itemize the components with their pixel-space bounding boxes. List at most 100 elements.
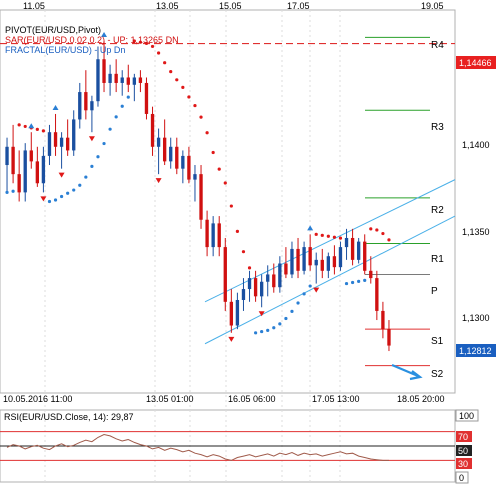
sar-dots: [5, 39, 391, 335]
price-axis-label: 1,1350: [462, 227, 490, 237]
candle-body: [90, 101, 94, 111]
rsi-axis-label: 100: [459, 411, 474, 421]
bottom-date-label: 17.05 13:00: [312, 394, 360, 404]
sar-dot: [17, 123, 21, 127]
candle-body: [320, 259, 324, 271]
sar-dot: [253, 331, 258, 335]
candle-body: [290, 248, 294, 275]
fractal-up-icon: [101, 32, 108, 38]
candle-body: [11, 146, 15, 175]
sar-dot: [357, 279, 361, 284]
sar-dot: [320, 233, 324, 237]
price-axis-label: 1,1300: [462, 313, 490, 323]
sar-dot: [84, 175, 88, 179]
candle-body: [266, 274, 270, 282]
sar-dot: [72, 188, 76, 192]
candle-body: [96, 59, 100, 102]
sar-dot: [126, 95, 130, 99]
sar-dot: [108, 127, 112, 131]
fractal-up-icon: [28, 123, 35, 129]
sar-dot: [290, 309, 294, 313]
sar-dot: [241, 250, 246, 254]
fractal-up-icon: [52, 104, 59, 110]
candle-body: [338, 247, 343, 268]
candle-body: [259, 281, 264, 297]
sar-dot: [205, 131, 209, 135]
candle-body: [211, 223, 215, 248]
candle-body: [169, 146, 173, 162]
pivot-label-r3: R3: [431, 122, 444, 133]
current-price-text: 1,12812: [459, 346, 492, 356]
rsi-axis-label: 70: [458, 432, 468, 442]
sar-dot: [223, 181, 227, 185]
top-date-label: 11.05: [23, 1, 45, 11]
down-arrow-icon: [391, 363, 419, 378]
candle-body: [162, 137, 167, 162]
candle-body: [17, 174, 21, 193]
fractal-down-icon: [313, 287, 320, 293]
fractal-down-icon: [88, 136, 95, 142]
rsi-legend: RSI(EUR/USD.Close, 14): 29,87: [4, 412, 134, 422]
top-date-label: 15.05: [219, 1, 242, 11]
candle-body: [332, 256, 337, 268]
rsi-axis-label: 0: [459, 473, 464, 483]
candle-body: [65, 137, 70, 151]
channel-upper: [204, 179, 456, 303]
rsi-50-tag: [456, 445, 472, 456]
pivot-lines: [365, 36, 430, 367]
fractal-up-icon: [307, 225, 314, 231]
rsi-axis-box: [455, 409, 479, 422]
candle-body: [241, 289, 246, 300]
legend-fractal: FRACTAL(EUR/USD) - Up Dn: [5, 45, 125, 55]
bottom-date-label: 10.05.2016 11:00: [3, 394, 72, 404]
rsi-30-tag: [456, 458, 472, 469]
sar-dot: [193, 103, 197, 108]
candle-body: [23, 150, 27, 193]
candle-body: [132, 77, 137, 85]
candle-body: [175, 146, 179, 169]
sar-dot: [217, 167, 221, 171]
sar-dot: [53, 198, 58, 202]
sar-dot: [35, 127, 39, 132]
candle-body: [278, 263, 282, 288]
fractal-down-icon: [155, 178, 162, 184]
sar-dot: [114, 115, 118, 119]
rsi-line: [6, 433, 389, 461]
sar-dot: [138, 40, 143, 44]
candle-body: [53, 132, 58, 147]
pivot-label-r2: R2: [431, 205, 444, 216]
resistance-price-tag: [456, 56, 496, 69]
sar-dot: [120, 104, 124, 108]
candle-body: [114, 73, 118, 83]
candle-body: [350, 237, 355, 260]
main-plot-frame: [0, 9, 456, 394]
candle-body: [78, 92, 82, 120]
candle-body: [363, 241, 367, 271]
candle-body: [59, 137, 64, 147]
candle-body: [308, 247, 312, 266]
sar-dot: [181, 85, 185, 89]
sar-dot: [247, 266, 252, 270]
sar-dot: [169, 70, 173, 74]
rsi-70-tag: [456, 431, 472, 442]
pivot-label-r4: R4: [431, 40, 444, 51]
candle-body: [47, 132, 52, 156]
sar-dot: [175, 78, 179, 82]
candle-body: [199, 174, 203, 220]
candle-body: [120, 77, 124, 83]
sar-dot: [102, 141, 106, 146]
sar-dot: [5, 190, 9, 194]
sar-dot: [132, 39, 136, 43]
legend-pivot: PIVOT(EUR/USD,Pivot): [5, 25, 101, 35]
sar-dot: [344, 281, 349, 286]
candle-body: [381, 310, 385, 330]
sar-dot: [78, 183, 82, 187]
candle-body: [144, 82, 149, 114]
sar-dot: [163, 61, 167, 65]
sar-dot: [59, 194, 64, 199]
candle-body: [193, 174, 197, 180]
sar-dot: [229, 204, 233, 208]
sar-dot: [156, 51, 161, 55]
candle-body: [41, 155, 46, 184]
